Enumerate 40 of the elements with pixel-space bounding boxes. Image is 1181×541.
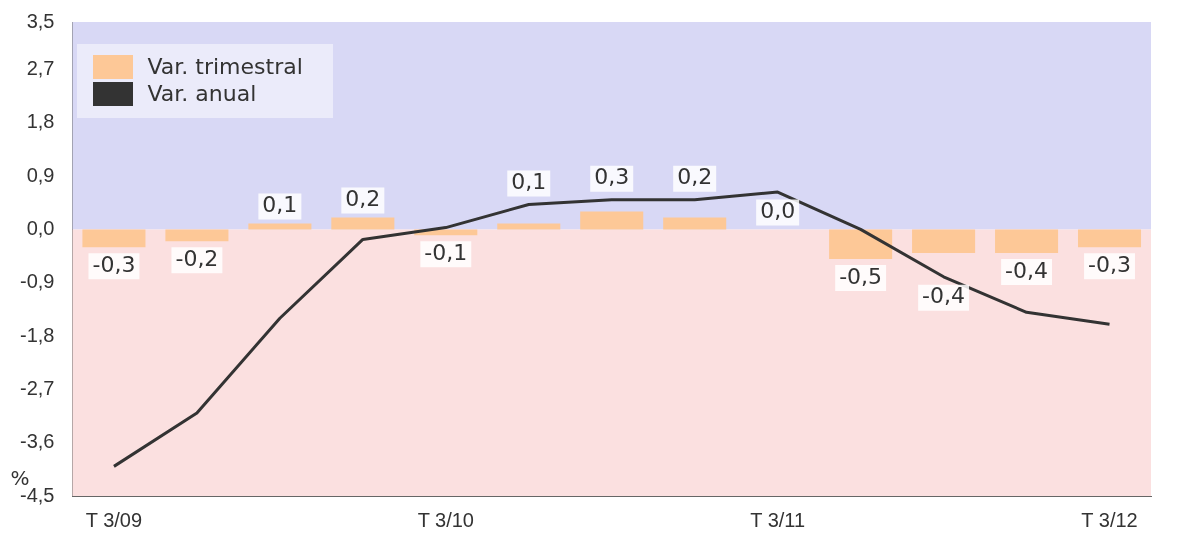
y-tick-label: 1,8 [26,110,55,133]
bar [829,229,893,259]
bar [165,229,229,242]
bar [331,217,395,230]
y-tick-label: -0,9 [19,270,55,293]
y-tick-label: 0,9 [26,163,55,186]
data-label: 0,1 [511,169,547,195]
bar [912,229,976,254]
bar [580,211,644,230]
data-label: -0,5 [839,263,883,289]
legend-label: Var. anual [147,81,257,106]
data-label: -0,3 [92,251,136,277]
data-label: 0,1 [262,192,298,218]
data-label: 0,2 [677,164,713,190]
y-tick-label: 0,0 [26,216,55,239]
data-label: -0,4 [1005,257,1049,283]
text: % [10,466,30,491]
y-tick-label: -2,7 [19,376,55,399]
bar [663,217,727,230]
bar [497,223,561,230]
bar [248,223,312,230]
data-label: -0,3 [1088,251,1131,277]
x-tick-label: T 3/09 [85,508,143,531]
bar [995,229,1059,254]
y-tick-label: -3,6 [19,430,55,453]
data-label: 0,2 [345,186,381,212]
y-tick-label: 3,5 [26,9,55,32]
x-tick-label: T 3/12 [1081,508,1138,531]
y-tick-label: 2,7 [26,56,55,79]
bar [1077,229,1142,248]
data-label: 0,0 [760,198,796,224]
x-tick-label: T 3/10 [417,508,474,531]
x-tick-label: T 3/11 [750,508,806,531]
legend-label: Var. trimestral [147,54,303,79]
data-label: -0,4 [922,283,966,309]
data-label: 0,3 [594,164,630,190]
y-tick-label: -1,8 [19,323,55,346]
data-label: -0,2 [175,245,219,271]
data-label: -0,1 [424,240,468,266]
bar [82,229,146,248]
